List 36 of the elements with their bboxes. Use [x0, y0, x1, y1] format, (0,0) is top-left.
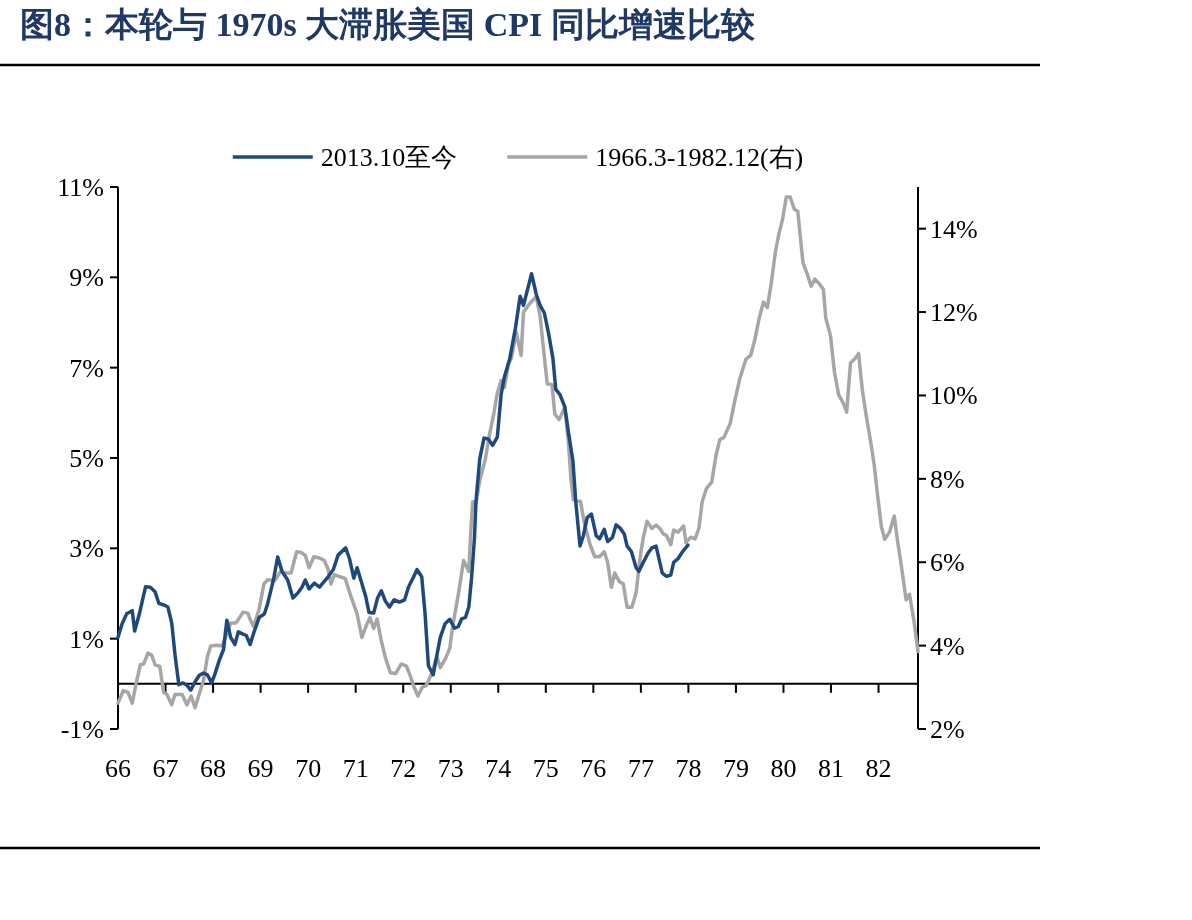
x-tick-label: 77 [627, 754, 654, 783]
x-tick-label: 78 [675, 754, 702, 783]
x-tick-label: 67 [152, 754, 179, 783]
y2-tick-label: 6% [930, 548, 965, 578]
chart-title: 图8：本轮与 1970s 大滞胀美国 CPI 同比增速比较 [20, 6, 756, 43]
x-tick-label: 68 [200, 754, 227, 783]
x-tick-label: 69 [247, 754, 274, 783]
y-tick-label: 1% [69, 624, 104, 654]
legend-label: 1966.3-1982.12(右) [595, 143, 804, 172]
y2-tick-label: 12% [930, 298, 978, 328]
x-tick-label: 71 [342, 754, 369, 783]
x-tick-label: 79 [722, 754, 749, 783]
x-tick-label: 73 [437, 754, 464, 783]
x-tick-label: 76 [580, 754, 607, 783]
y2-tick-label: 14% [930, 214, 978, 244]
line-series [116, 271, 690, 692]
x-tick-label: 81 [818, 754, 845, 783]
y-tick-label: 7% [69, 353, 104, 383]
y-tick-label: 11% [57, 173, 104, 202]
y-tick-label: 3% [69, 534, 104, 564]
y2-tick-label: 10% [930, 381, 978, 411]
line-series [116, 195, 920, 710]
x-tick-label: 75 [532, 754, 559, 783]
x-tick-label: 82 [865, 754, 892, 783]
y-tick-label: 9% [69, 263, 104, 293]
x-tick-label: 74 [485, 754, 512, 783]
x-tick-label: 80 [770, 754, 797, 783]
y2-tick-label: 8% [930, 464, 965, 494]
x-tick-label: 72 [390, 754, 417, 783]
y2-tick-label: 4% [930, 631, 965, 661]
x-tick-label: 70 [295, 754, 322, 783]
y-tick-label: 5% [69, 444, 104, 473]
y2-tick-label: 2% [930, 715, 965, 744]
legend-label: 2013.10至今 [320, 143, 458, 172]
y-tick-label: -1% [60, 715, 104, 744]
x-tick-label: 66 [105, 754, 131, 783]
